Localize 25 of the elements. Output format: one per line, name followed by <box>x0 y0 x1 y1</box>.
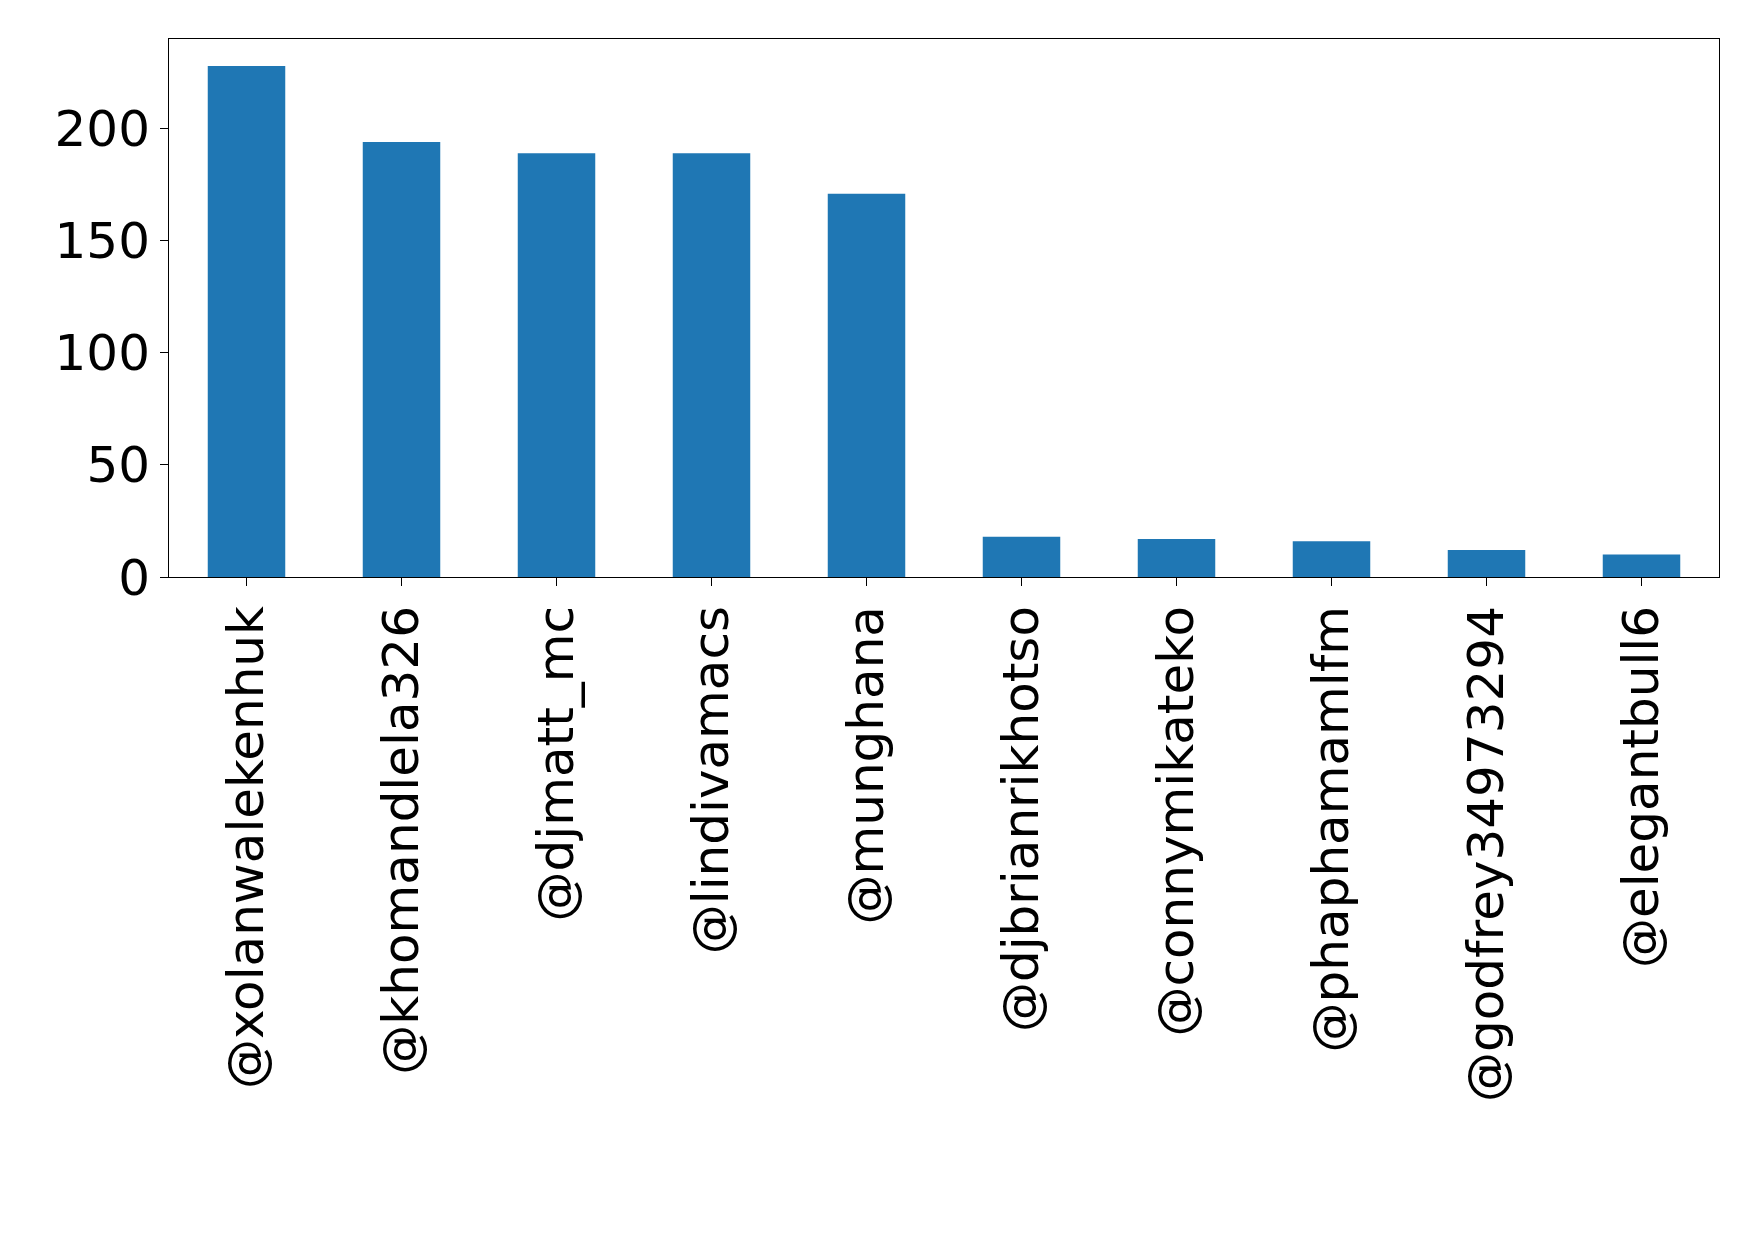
bar <box>362 142 441 577</box>
y-tick-label: 150 <box>54 212 150 271</box>
bar <box>517 153 596 577</box>
x-tick-label: @godfrey34973294 <box>1456 606 1515 1102</box>
bar <box>827 193 906 577</box>
x-tick-label: @elegantbull6 <box>1611 606 1670 969</box>
x-tick-label: @munghana <box>836 606 895 925</box>
bar <box>672 153 751 577</box>
bar <box>1447 550 1526 577</box>
bar <box>1137 538 1216 577</box>
x-tick-label: @khomandlela326 <box>371 606 430 1075</box>
y-tick-label: 200 <box>54 100 150 159</box>
x-tick-label: @phaphamamlfm <box>1301 606 1360 1053</box>
y-tick-label: 0 <box>118 548 150 607</box>
x-tick-label: @connymikateko <box>1146 606 1205 1037</box>
x-tick-label: @xolanwalekenhuk <box>216 605 275 1090</box>
bar <box>1292 541 1371 577</box>
bar <box>982 536 1061 577</box>
bar <box>207 65 286 577</box>
y-tick-label: 50 <box>86 436 150 495</box>
x-tick-label: @djbrianrikhotso <box>991 606 1050 1033</box>
x-tick-label: @lindivamacs <box>681 606 740 955</box>
bar <box>1602 554 1681 577</box>
x-tick-label: @djmatt_mc <box>526 606 585 922</box>
y-tick-label: 100 <box>54 324 150 383</box>
